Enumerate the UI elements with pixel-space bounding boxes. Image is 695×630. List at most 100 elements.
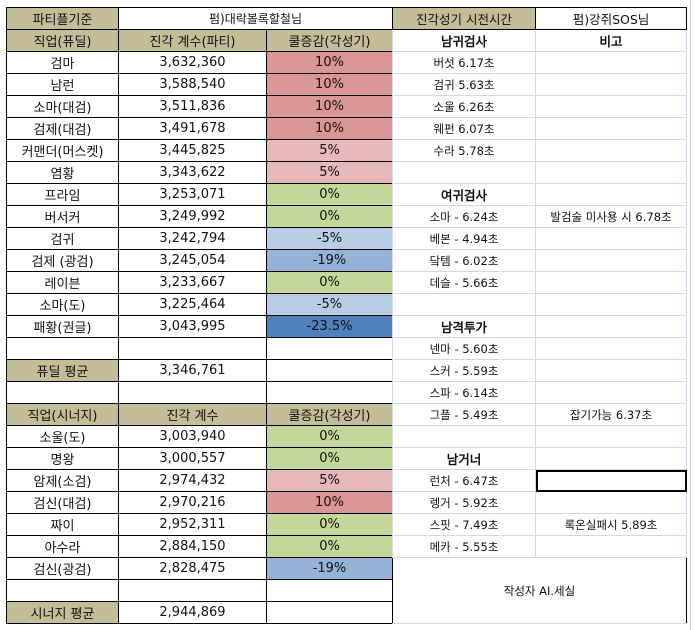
job-cell[interactable]: 검신(광검) [6,557,119,580]
cooldown-cell[interactable]: 10% [266,73,393,96]
cast-time-cell[interactable]: 데슬 - 5.66초 [392,271,536,294]
cast-time-cell[interactable]: 웨펀 6.07초 [392,117,536,140]
column-header[interactable]: 진각 계수 [118,403,267,426]
coefficient-cell[interactable]: 3,491,678 [118,117,267,140]
column-header[interactable]: 쿨증감(각성기) [266,403,393,426]
job-cell[interactable]: 암제(소검) [6,469,119,492]
note-cell[interactable] [535,161,687,184]
job-cell[interactable]: 검귀 [6,227,119,250]
job-cell[interactable]: 짜이 [6,513,119,536]
column-header[interactable]: 직업(시너지) [6,403,119,426]
column-header[interactable]: 직업(퓨딜) [6,29,119,52]
cooldown-cell[interactable]: -19% [266,249,393,272]
cast-time-cell[interactable]: 베본 - 4.94초 [392,227,536,250]
note-cell[interactable] [535,359,687,382]
cooldown-cell[interactable]: -19% [266,557,393,580]
note-cell[interactable]: 잡기가능 6.37초 [535,403,687,426]
job-cell[interactable]: 검마 [6,51,119,74]
cast-time-cell[interactable] [392,425,536,448]
category-heading[interactable]: 여귀검사 [392,183,536,206]
cast-time-cell[interactable]: 메카 - 5.55초 [392,535,536,558]
job-cell[interactable]: 프라임 [6,183,119,206]
cooldown-cell[interactable]: 0% [266,183,393,206]
cast-time-cell[interactable] [392,293,536,316]
note-cell[interactable] [535,73,687,96]
cooldown-cell[interactable]: 10% [266,51,393,74]
empty-cell[interactable] [118,381,267,404]
coefficient-cell[interactable]: 2,974,432 [118,469,267,492]
coefficient-cell[interactable]: 3,445,825 [118,139,267,162]
coefficient-cell[interactable]: 3,253,071 [118,183,267,206]
job-cell[interactable]: 소울(도) [6,425,119,448]
cast-time-cell[interactable]: 수라 5.78초 [392,139,536,162]
empty-cell[interactable] [118,337,267,360]
note-cell[interactable] [535,535,687,558]
cast-time-title[interactable]: 진각성기 시전시간 [392,7,536,30]
cooldown-cell[interactable]: 10% [266,117,393,140]
note-cell[interactable] [535,117,687,140]
coefficient-cell[interactable]: 3,343,622 [118,161,267,184]
job-cell[interactable]: 소마(대검) [6,95,119,118]
job-cell[interactable]: 염황 [6,161,119,184]
note-cell[interactable] [535,293,687,316]
cooldown-cell[interactable]: 0% [266,535,393,558]
dealer-average-label[interactable]: 퓨딜 평균 [6,359,119,382]
note-heading[interactable]: 비고 [535,29,687,52]
job-cell[interactable]: 검제 (광검) [6,249,119,272]
source-credit[interactable]: 펌)대락볼록할철님 [118,7,393,30]
cast-time-cell[interactable]: 소마 - 6.24초 [392,205,536,228]
empty-cell[interactable] [266,579,393,602]
job-cell[interactable]: 버서커 [6,205,119,228]
cooldown-cell[interactable]: 5% [266,469,393,492]
cooldown-cell[interactable]: 0% [266,205,393,228]
cast-time-cell[interactable] [392,161,536,184]
note-cell[interactable] [535,183,687,206]
note-cell[interactable]: 발검술 미사용 시 6.78초 [535,205,687,228]
job-cell[interactable]: 남런 [6,73,119,96]
note-cell[interactable] [535,249,687,272]
coefficient-cell[interactable]: 3,249,992 [118,205,267,228]
cast-time-cell[interactable]: 소울 6.26초 [392,95,536,118]
note-cell[interactable] [535,425,687,448]
note-cell[interactable] [535,95,687,118]
empty-cell[interactable] [6,337,119,360]
category-heading[interactable]: 남귀검사 [392,29,536,52]
cast-time-cell[interactable]: 버섯 6.17초 [392,51,536,74]
cast-time-cell[interactable]: 런처 - 6.47초 [392,469,536,492]
coefficient-cell[interactable]: 3,245,054 [118,249,267,272]
coefficient-cell[interactable]: 3,588,540 [118,73,267,96]
category-heading[interactable]: 남거너 [392,447,536,470]
cast-time-cell[interactable]: 검귀 5.63초 [392,73,536,96]
empty-cell[interactable] [118,579,267,602]
note-cell[interactable] [535,469,687,492]
job-cell[interactable]: 레이븐 [6,271,119,294]
note-cell[interactable]: 록온실패시 5.89초 [535,513,687,536]
coefficient-cell[interactable]: 3,632,360 [118,51,267,74]
note-cell[interactable] [535,271,687,294]
cooldown-cell[interactable]: 10% [266,491,393,514]
author-credit[interactable]: 작성자 AI.세실 [392,557,687,624]
cast-time-cell[interactable]: 넨마 - 5.60초 [392,337,536,360]
note-cell[interactable] [535,447,687,470]
empty-cell[interactable] [266,601,393,624]
coefficient-cell[interactable]: 3,511,836 [118,95,267,118]
coefficient-cell[interactable]: 3,225,464 [118,293,267,316]
cast-time-cell[interactable]: 스핏 - 7.49초 [392,513,536,536]
cooldown-cell[interactable]: -23.5% [266,315,393,338]
coefficient-cell[interactable]: 2,884,150 [118,535,267,558]
job-cell[interactable]: 소마(도) [6,293,119,316]
job-cell[interactable]: 패황(권글) [6,315,119,338]
cast-time-cell[interactable]: 렝거 - 5.92초 [392,491,536,514]
cooldown-cell[interactable]: 0% [266,447,393,470]
job-cell[interactable]: 검신(대검) [6,491,119,514]
note-cell[interactable] [535,51,687,74]
note-cell[interactable] [535,337,687,360]
cooldown-cell[interactable]: 0% [266,425,393,448]
coefficient-cell[interactable]: 3,003,940 [118,425,267,448]
column-header[interactable]: 쿨증감(각성기) [266,29,393,52]
cooldown-cell[interactable]: 5% [266,161,393,184]
coefficient-cell[interactable]: 3,000,557 [118,447,267,470]
note-cell[interactable] [535,491,687,514]
column-header[interactable]: 진각 계수(파티) [118,29,267,52]
synergy-average-label[interactable]: 시너지 평균 [6,601,119,624]
